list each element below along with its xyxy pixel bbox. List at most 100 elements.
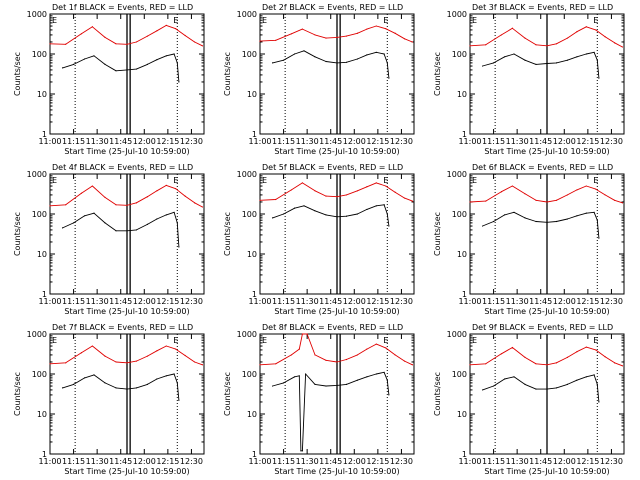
chart-panel: Det 6f BLACK = Events, RED = LLD 1 10 100 10… xyxy=(433,163,625,316)
x-tick-label: 12:15 xyxy=(366,297,389,306)
event-marker-label: E xyxy=(593,336,598,345)
x-tick-label: 11:15 xyxy=(272,457,295,466)
data-point xyxy=(314,56,316,58)
data-point xyxy=(176,382,178,384)
x-tick-label: 11:45 xyxy=(319,457,342,466)
x-tick-label: 11:45 xyxy=(109,137,132,146)
data-point xyxy=(325,195,327,197)
data-point xyxy=(146,383,149,385)
data-point xyxy=(469,364,471,366)
data-point xyxy=(80,192,83,194)
data-point xyxy=(325,385,327,387)
y-tick-label: 1 xyxy=(462,290,467,299)
lld-series-line xyxy=(49,184,203,208)
data-point xyxy=(555,220,558,223)
y-axis-label: Counts/sec xyxy=(223,52,232,96)
x-tick-label: 11:45 xyxy=(109,457,132,466)
event-marker-label: E xyxy=(472,16,477,25)
data-point xyxy=(80,33,83,35)
data-point xyxy=(80,352,83,354)
data-point xyxy=(383,204,385,206)
data-point xyxy=(576,215,578,217)
x-tick-label: 11:00 xyxy=(458,297,481,306)
data-point xyxy=(115,43,117,45)
data-point xyxy=(146,223,149,225)
data-point xyxy=(576,31,578,33)
data-point xyxy=(290,354,293,356)
data-point xyxy=(585,376,587,378)
data-point xyxy=(469,201,471,203)
lld-series-line xyxy=(49,24,203,47)
event-marker-label: E xyxy=(173,16,178,25)
chart-panel: Det 9f BLACK = Events, RED = LLD 1 10 100 10… xyxy=(433,323,625,476)
data-point xyxy=(156,190,158,192)
x-tick-label: 11:30 xyxy=(86,297,109,306)
x-axis-label: Start Time (25-Jul-10 10:59:00) xyxy=(484,467,609,476)
data-point xyxy=(146,63,149,65)
data-point xyxy=(104,36,106,39)
data-point xyxy=(481,65,484,67)
data-point xyxy=(388,77,390,79)
data-point xyxy=(115,204,117,206)
chart-title: Det 1f BLACK = Events, RED = LLD xyxy=(52,3,193,12)
data-point xyxy=(91,26,94,28)
data-point xyxy=(593,51,595,53)
data-point xyxy=(146,355,149,357)
data-point xyxy=(356,32,359,34)
events-series-line xyxy=(62,211,180,248)
data-point xyxy=(175,348,177,350)
x-tick-label: 11:45 xyxy=(319,297,342,306)
x-tick-label: 11:30 xyxy=(506,297,529,306)
lld-series-line xyxy=(469,346,623,367)
data-point xyxy=(621,365,624,367)
data-point xyxy=(492,385,495,387)
data-point xyxy=(115,70,117,72)
data-point xyxy=(356,58,359,60)
x-tick-label: 11:45 xyxy=(529,137,552,146)
y-axis-label: Counts/sec xyxy=(223,212,232,256)
data-point xyxy=(126,204,128,206)
data-point xyxy=(366,348,368,350)
event-marker-label: E xyxy=(383,176,388,185)
data-point xyxy=(535,63,537,65)
data-point xyxy=(345,35,348,37)
chart-title: Det 2f BLACK = Events, RED = LLD xyxy=(262,3,403,12)
x-tick-label: 12:00 xyxy=(343,297,366,306)
data-point xyxy=(65,43,67,45)
x-tick-label: 11:00 xyxy=(248,297,271,306)
data-point xyxy=(282,213,285,215)
data-point xyxy=(201,364,204,366)
data-point xyxy=(61,227,64,229)
data-point xyxy=(595,29,597,31)
x-axis-label: Start Time (25-Jul-10 10:59:00) xyxy=(64,307,189,316)
data-point xyxy=(555,43,558,45)
data-point xyxy=(115,361,117,363)
chart-title: Det 9f BLACK = Events, RED = LLD xyxy=(472,323,613,332)
event-marker-label: E xyxy=(593,176,598,185)
data-point xyxy=(93,212,95,214)
x-tick-label: 12:15 xyxy=(576,137,599,146)
data-point xyxy=(271,385,274,387)
data-point xyxy=(83,58,86,60)
x-axis-label: Start Time (25-Jul-10 10:59:00) xyxy=(274,467,399,476)
data-point xyxy=(375,25,377,27)
data-point xyxy=(49,363,51,365)
chart-title: Det 3f BLACK = Events, RED = LLD xyxy=(472,3,613,12)
data-point xyxy=(301,182,304,184)
data-point xyxy=(314,383,316,385)
event-marker-label: E xyxy=(472,336,477,345)
data-point xyxy=(375,343,377,345)
y-tick-label: 10 xyxy=(457,90,467,99)
data-point xyxy=(386,213,388,215)
x-tick-label: 11:30 xyxy=(506,457,529,466)
data-point xyxy=(156,30,158,32)
data-point xyxy=(72,222,75,224)
data-point xyxy=(366,376,368,378)
data-point xyxy=(65,362,67,364)
data-point xyxy=(104,355,106,357)
data-point xyxy=(345,358,348,361)
data-point xyxy=(173,211,175,213)
data-point xyxy=(61,67,64,69)
x-tick-label: 11:00 xyxy=(38,457,61,466)
x-tick-label: 12:30 xyxy=(180,137,203,146)
